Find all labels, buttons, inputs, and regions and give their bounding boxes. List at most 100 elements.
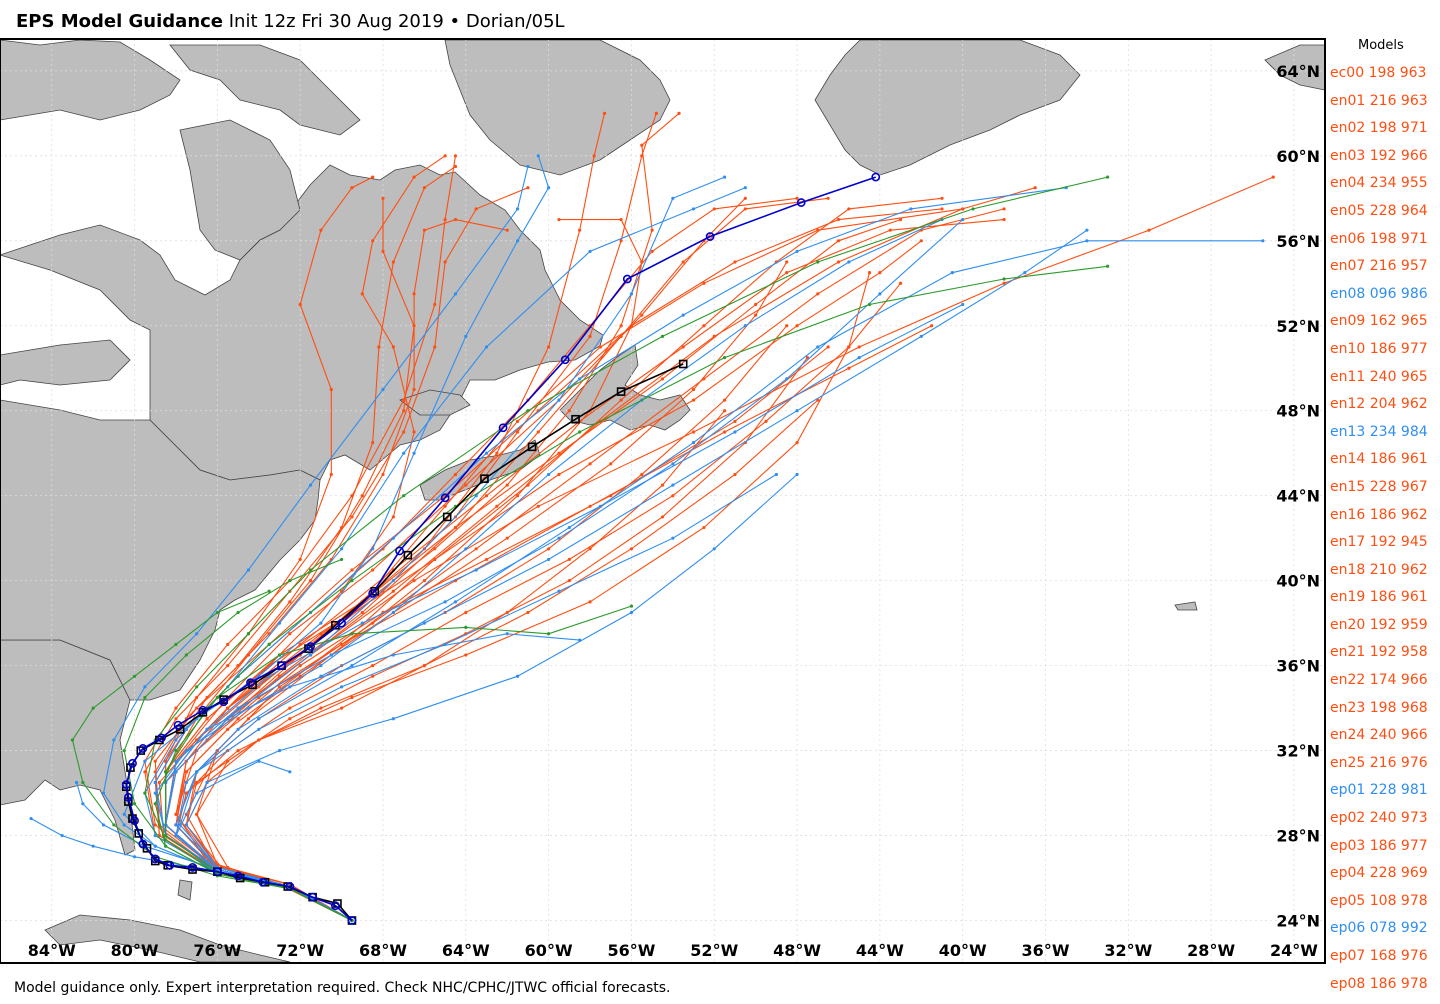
member-track-point (381, 249, 385, 254)
member-track-point (277, 748, 282, 753)
member-track-point (298, 664, 302, 668)
member-track-point (143, 685, 147, 689)
member-track-point (671, 483, 675, 487)
control-track-point (157, 733, 166, 743)
member-track-point (236, 717, 240, 721)
map-title: EPS Model Guidance Init 12z Fri 30 Aug 2… (16, 11, 565, 32)
member-track-point (422, 621, 427, 625)
member-track-point (443, 600, 447, 604)
member-track-point (195, 706, 199, 710)
x-tick-label: 36°W (1022, 941, 1070, 960)
member-track-point (195, 632, 199, 636)
member-track-point (640, 472, 644, 477)
member-track-point (526, 164, 530, 169)
legend-entry: en19 186 961 (1330, 589, 1428, 606)
member-track-point (267, 589, 271, 593)
member-track-point (153, 791, 157, 795)
member-track-point (184, 653, 188, 657)
x-tick-label: 32°W (1104, 941, 1152, 960)
y-tick-label: 56°N (1276, 232, 1320, 251)
y-tick-label: 32°N (1276, 742, 1320, 761)
member-track-point (547, 557, 551, 562)
control-track-point (123, 792, 133, 802)
member-track-point (474, 207, 478, 211)
member-track-point (536, 154, 540, 158)
member-track-point (132, 674, 137, 678)
member-track-point (308, 483, 313, 487)
member-track-point (857, 356, 861, 360)
x-tick-label: 84°W (28, 941, 76, 960)
member-track-point (567, 409, 571, 413)
member-track-point (878, 292, 882, 296)
member-track-point (1261, 239, 1265, 243)
member-track-point (308, 568, 313, 572)
member-track-point (75, 780, 79, 785)
member-track-point (764, 419, 768, 423)
legend-entry: en12 204 962 (1330, 396, 1428, 413)
legend-entry: en24 240 966 (1330, 727, 1428, 744)
member-track-point (391, 260, 395, 264)
model-legend: ec00 198 963 en01 216 963 en02 198 971 en03… (1330, 62, 1428, 1000)
member-track-point (671, 494, 675, 498)
member-track-point (723, 409, 727, 413)
member-track-point (122, 748, 126, 753)
ensemble-mean-point (527, 442, 537, 452)
member-track-point (391, 717, 395, 721)
member-track-point (195, 685, 199, 689)
member-track-point (836, 239, 841, 243)
land-northeast-us (0, 399, 321, 701)
member-track-point (350, 632, 354, 636)
control-track-point (705, 232, 715, 241)
member-track-point (257, 759, 261, 763)
member-track-point (515, 419, 520, 423)
control-track (121, 172, 881, 925)
title-subtitle: Init 12z Fri 30 Aug 2019 • Dorian/05L (228, 11, 565, 32)
member-track-point (340, 642, 344, 646)
legend-entry: en17 192 945 (1330, 534, 1428, 551)
member-track-point (1023, 271, 1027, 275)
member-track-point (122, 823, 126, 827)
member-track-point (174, 706, 178, 710)
member-track-point (132, 802, 137, 806)
member-track-point (360, 494, 364, 498)
member-track-point (298, 557, 302, 562)
member-track-point (350, 579, 354, 583)
member-track-point (723, 175, 727, 179)
member-track-point (277, 674, 282, 678)
control-track-point (277, 661, 286, 671)
member-track-point (288, 685, 292, 689)
member-track-point (174, 642, 178, 646)
member-track-point (184, 780, 188, 785)
member-track-point (402, 409, 406, 413)
legend-entry: ep03 186 977 (1330, 837, 1428, 854)
x-tick-label: 48°W (773, 941, 821, 960)
member-track-point (215, 610, 219, 615)
member-track-point (453, 164, 458, 169)
land-baffin-east (444, 39, 671, 176)
member-track-point (377, 345, 381, 349)
legend-entry: en05 228 964 (1330, 202, 1428, 219)
member-track-point (691, 207, 696, 211)
control-track-point (233, 871, 243, 881)
member-track-point (536, 430, 540, 434)
member-track-point (246, 717, 251, 721)
land-bahamas-andros (177, 879, 193, 901)
member-track-point (1085, 228, 1089, 232)
legend-entry: en10 186 977 (1330, 340, 1428, 357)
y-tick-label: 48°N (1276, 402, 1320, 421)
land-arctic-island (169, 44, 361, 136)
member-track-point (557, 217, 561, 222)
member-track-point (174, 748, 178, 753)
member-track-point (619, 398, 623, 402)
legend-entry: en20 192 959 (1330, 616, 1428, 633)
member-track-point (660, 334, 665, 338)
member-track-point (733, 419, 737, 423)
member-track-point (174, 717, 178, 721)
member-track-point (1147, 228, 1151, 232)
member-track-point (277, 685, 282, 689)
control-track-line (125, 176, 876, 922)
member-track-point (660, 483, 665, 487)
member-track-point (754, 313, 758, 317)
member-track-point (205, 780, 209, 785)
member-track-point (288, 706, 292, 710)
